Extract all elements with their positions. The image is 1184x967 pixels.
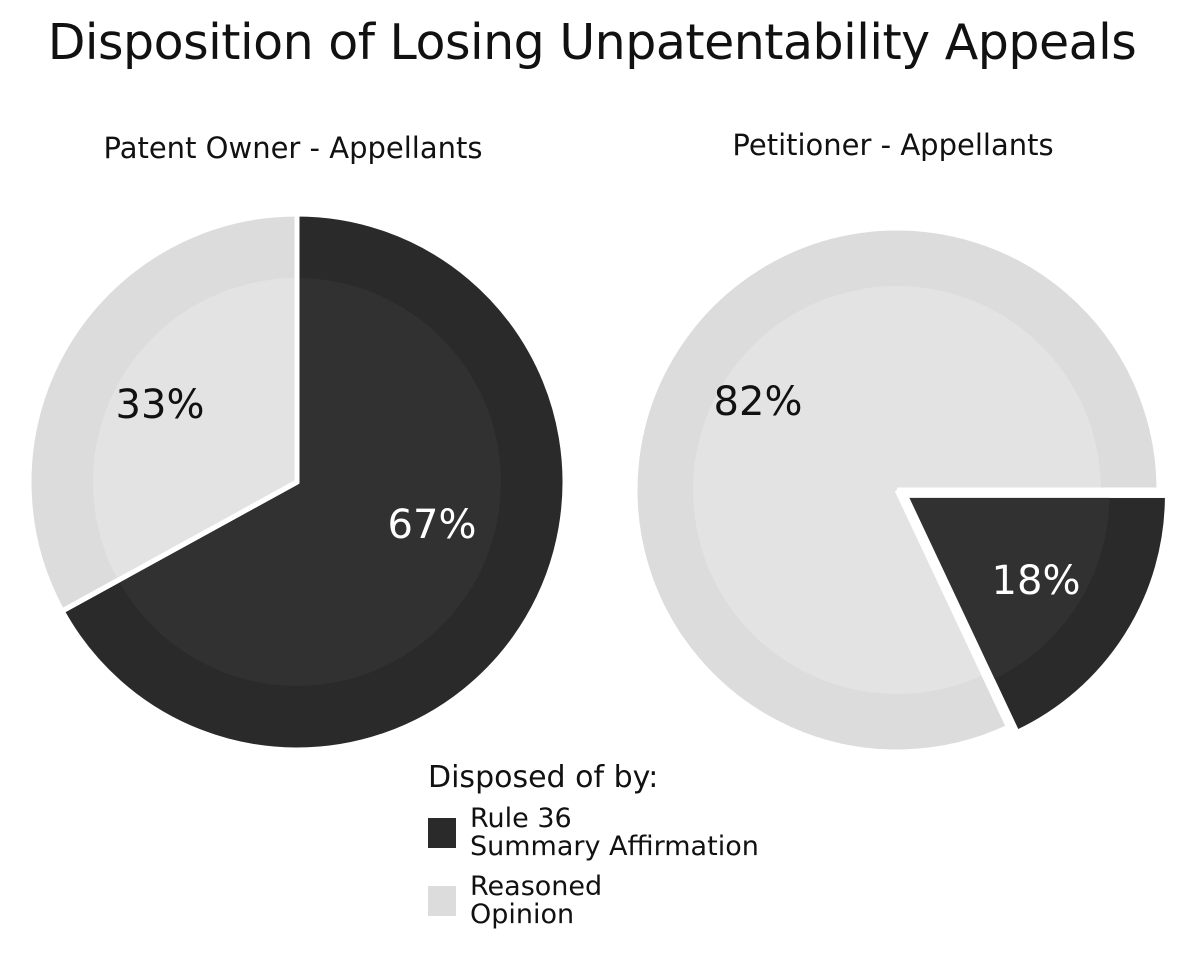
legend-title: Disposed of by: xyxy=(428,760,848,795)
pie-petitioner-appellants: Petitioner - Appellants 18% 82% xyxy=(635,128,1167,752)
pie-title: Patent Owner - Appellants xyxy=(104,131,483,165)
legend-label-reasoned-opinion: Reasoned Opinion xyxy=(470,873,602,929)
legend-item-reasoned-opinion: Reasoned Opinion xyxy=(428,873,848,929)
pie-title: Petitioner - Appellants xyxy=(732,128,1053,162)
pie-label-rule-36-summary-affirmation: 67% xyxy=(388,502,477,548)
legend-label-line: Reasoned xyxy=(470,873,602,901)
legend-item-rule-36: Rule 36 Summary Affirmation xyxy=(428,805,848,861)
legend-label-line: Opinion xyxy=(470,901,602,929)
pie-patent-owner-appellants: Patent Owner - Appellants 67% 33% xyxy=(29,131,565,750)
pie-label-reasoned-opinion: 33% xyxy=(116,382,205,428)
legend-swatch-reasoned-opinion xyxy=(428,886,456,916)
pie-label-reasoned-opinion: 82% xyxy=(714,379,803,425)
legend: Disposed of by: Rule 36 Summary Affirmat… xyxy=(428,760,848,941)
legend-label-line: Summary Affirmation xyxy=(470,833,759,861)
legend-swatch-rule-36 xyxy=(428,818,456,848)
legend-label-rule-36: Rule 36 Summary Affirmation xyxy=(470,805,759,861)
legend-label-line: Rule 36 xyxy=(470,805,759,833)
pie-label-rule-36-summary-affirmation: 18% xyxy=(992,558,1081,604)
